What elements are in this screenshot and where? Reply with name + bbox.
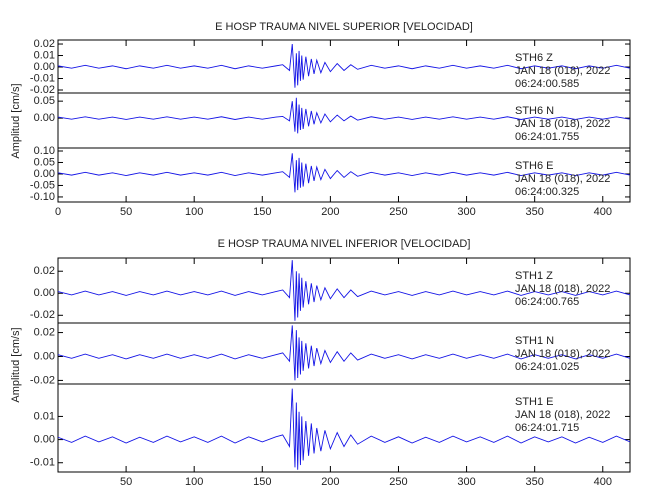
y-tick-label: 0.02 xyxy=(34,265,55,277)
trace-label: JAN 18 (018), 2022 xyxy=(515,283,610,295)
y-tick-label: 0.02 xyxy=(34,38,55,50)
x-tick-label: 50 xyxy=(120,476,132,488)
trace-label: JAN 18 (018), 2022 xyxy=(515,65,610,77)
waveform xyxy=(57,153,631,193)
y-tick-label: 0.00 xyxy=(34,61,55,73)
y-axis-label: Amplitud [cm/s] xyxy=(10,327,22,402)
waveform xyxy=(57,97,631,134)
x-tick-label: 250 xyxy=(389,206,407,218)
y-tick-label: 0.00 xyxy=(34,168,55,180)
x-tick-label: 100 xyxy=(185,476,203,488)
y-tick-label: 0.00 xyxy=(34,350,55,362)
y-tick-label: 0.02 xyxy=(34,326,55,338)
x-tick-label: 150 xyxy=(253,206,271,218)
waveform xyxy=(57,325,631,381)
x-tick-label: 350 xyxy=(525,476,543,488)
panel-title: E HOSP TRAUMA NIVEL INFERIOR [VELOCIDAD] xyxy=(218,238,471,250)
x-tick-label: 200 xyxy=(321,206,339,218)
y-tick-label: -0.05 xyxy=(30,179,55,191)
y-tick-label: -0.10 xyxy=(30,191,55,203)
trace-label: STH6 Z xyxy=(515,52,553,64)
y-tick-label: -0.01 xyxy=(30,457,55,469)
y-tick-label: -0.01 xyxy=(30,72,55,84)
trace-label: 06:24:00.765 xyxy=(515,296,579,308)
x-tick-label: 200 xyxy=(321,476,339,488)
y-tick-label: 0.05 xyxy=(34,156,55,168)
trace-label: 06:24:01.715 xyxy=(515,422,579,434)
trace-label: 06:24:01.755 xyxy=(515,131,579,143)
y-tick-label: -0.02 xyxy=(30,84,55,96)
x-tick-label: 50 xyxy=(120,206,132,218)
x-tick-label: 0 xyxy=(55,206,61,218)
waveform xyxy=(57,43,631,88)
x-tick-label: 250 xyxy=(389,476,407,488)
trace-label: STH1 E xyxy=(515,396,554,408)
y-tick-label: 0.01 xyxy=(34,410,55,422)
trace-label: JAN 18 (018), 2022 xyxy=(515,118,610,130)
trace-label: JAN 18 (018), 2022 xyxy=(515,409,610,421)
trace-label: 06:24:01.025 xyxy=(515,361,579,373)
waveform xyxy=(57,260,631,321)
y-tick-label: 0.10 xyxy=(34,145,55,157)
y-tick-label: 0.05 xyxy=(34,95,55,107)
panel-title: E HOSP TRAUMA NIVEL SUPERIOR [VELOCIDAD] xyxy=(215,21,473,33)
trace-label: STH1 Z xyxy=(515,270,553,282)
trace-label: JAN 18 (018), 2022 xyxy=(515,173,610,185)
y-tick-label: 0.00 xyxy=(34,433,55,445)
trace-label: STH6 N xyxy=(515,105,554,117)
waveform xyxy=(57,388,631,470)
x-tick-label: 300 xyxy=(457,476,475,488)
y-tick-label: 0.00 xyxy=(34,287,55,299)
x-tick-label: 350 xyxy=(525,206,543,218)
trace-label: 06:24:00.325 xyxy=(515,186,579,198)
x-tick-label: 300 xyxy=(457,206,475,218)
y-axis-label: Amplitud [cm/s] xyxy=(10,83,22,158)
x-tick-label: 100 xyxy=(185,206,203,218)
trace-label: 06:24:00.585 xyxy=(515,78,579,90)
trace-label: STH6 E xyxy=(515,160,554,172)
trace-label: JAN 18 (018), 2022 xyxy=(515,348,610,360)
x-tick-label: 150 xyxy=(253,476,271,488)
y-tick-label: 0.01 xyxy=(34,49,55,61)
x-tick-label: 400 xyxy=(594,476,612,488)
y-tick-label: 0.00 xyxy=(34,112,55,124)
y-tick-label: -0.02 xyxy=(30,374,55,386)
y-tick-label: -0.02 xyxy=(30,309,55,321)
x-tick-label: 400 xyxy=(594,206,612,218)
trace-label: STH1 N xyxy=(515,335,554,347)
